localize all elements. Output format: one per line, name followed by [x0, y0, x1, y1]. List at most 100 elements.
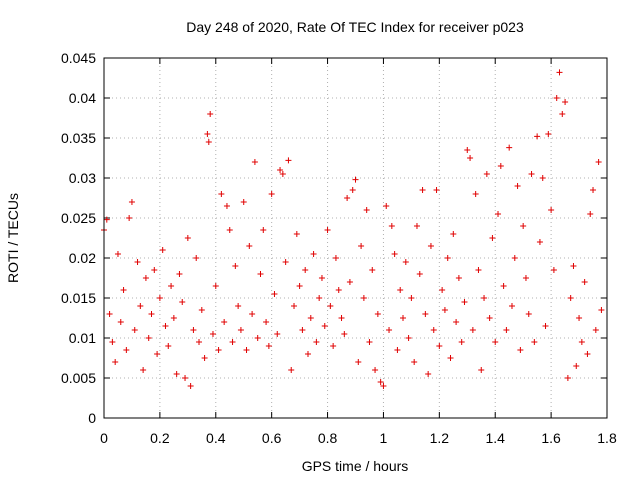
data-point: [573, 363, 580, 369]
data-point: [508, 303, 515, 309]
data-point: [168, 283, 175, 289]
chart-title: Day 248 of 2020, Rate Of TEC Index for r…: [186, 19, 524, 35]
x-tick-label: 0.2: [150, 430, 170, 446]
data-point: [112, 359, 119, 365]
data-point: [374, 311, 381, 317]
data-point: [436, 343, 443, 349]
data-point: [553, 95, 560, 101]
data-point: [441, 307, 448, 313]
data-point: [422, 311, 429, 317]
data-point: [243, 347, 250, 353]
data-point: [249, 311, 256, 317]
data-point: [277, 167, 284, 173]
data-point: [576, 315, 583, 321]
data-point: [218, 191, 225, 197]
data-point: [405, 335, 412, 341]
data-point: [265, 343, 272, 349]
data-point: [209, 331, 216, 337]
x-tick-label: 1.8: [597, 430, 617, 446]
data-point: [335, 287, 342, 293]
data-point: [578, 339, 585, 345]
x-axis: 0 0.2 0.4 0.6 0.8 1 1.2 1.4 1.6 1.8: [100, 58, 617, 446]
y-tick-label: 0.03: [69, 170, 96, 186]
data-point: [413, 223, 420, 229]
data-point: [503, 327, 510, 333]
data-point: [212, 283, 219, 289]
data-point: [492, 339, 499, 345]
data-point: [207, 111, 214, 117]
data-point: [433, 187, 440, 193]
data-point: [344, 195, 351, 201]
data-point: [427, 243, 434, 249]
data-point: [304, 351, 311, 357]
data-point: [486, 315, 493, 321]
data-point: [469, 327, 476, 333]
y-tick-label: 0.005: [61, 370, 96, 386]
data-point: [394, 347, 401, 353]
data-point: [106, 311, 113, 317]
data-point: [520, 223, 527, 229]
data-point: [500, 283, 507, 289]
data-point: [531, 339, 538, 345]
data-point: [481, 295, 488, 301]
data-point: [145, 335, 152, 341]
data-point: [408, 295, 415, 301]
data-point: [366, 339, 373, 345]
data-point: [453, 319, 460, 325]
data-point: [595, 159, 602, 165]
data-point: [237, 327, 244, 333]
data-point: [355, 359, 362, 365]
data-point: [360, 295, 367, 301]
data-point: [570, 263, 577, 269]
data-point: [229, 339, 236, 345]
data-point: [358, 243, 365, 249]
data-point: [332, 255, 339, 261]
data-point: [316, 295, 323, 301]
data-point: [235, 303, 242, 309]
data-point: [156, 295, 163, 301]
data-point: [386, 327, 393, 333]
data-point: [285, 157, 292, 164]
data-point: [223, 203, 230, 209]
y-tick-label: 0.015: [61, 290, 96, 306]
data-point: [173, 371, 180, 377]
data-point: [522, 275, 529, 281]
data-point: [598, 307, 605, 313]
data-point: [372, 367, 379, 373]
data-point: [291, 303, 298, 309]
data-point: [131, 327, 138, 333]
y-tick-label: 0.01: [69, 330, 96, 346]
data-point: [201, 355, 208, 361]
x-tick-label: 0.4: [206, 430, 226, 446]
x-axis-title: GPS time / hours: [302, 458, 409, 474]
data-point: [338, 315, 345, 321]
data-point: [550, 267, 557, 273]
data-point: [184, 235, 191, 241]
data-point: [592, 327, 599, 333]
data-point: [450, 231, 457, 237]
data-point: [128, 199, 135, 205]
data-point: [590, 187, 597, 193]
data-point: [455, 275, 462, 281]
data-points: [101, 69, 605, 389]
data-point: [564, 375, 571, 381]
data-point: [458, 339, 465, 345]
x-tick-label: 0.6: [262, 430, 282, 446]
y-tick-label: 0.045: [61, 50, 96, 66]
data-point: [478, 367, 485, 373]
data-point: [402, 259, 409, 265]
data-point: [444, 255, 451, 261]
data-point: [439, 287, 446, 293]
data-point: [232, 263, 239, 269]
data-point: [176, 271, 183, 277]
data-point: [271, 291, 278, 297]
data-point: [109, 339, 116, 345]
data-point: [310, 251, 317, 257]
data-point: [383, 203, 390, 209]
data-point: [293, 231, 300, 237]
data-point: [567, 295, 574, 301]
data-point: [411, 359, 418, 365]
data-point: [142, 275, 149, 281]
data-point: [134, 259, 141, 265]
data-point: [528, 171, 535, 177]
